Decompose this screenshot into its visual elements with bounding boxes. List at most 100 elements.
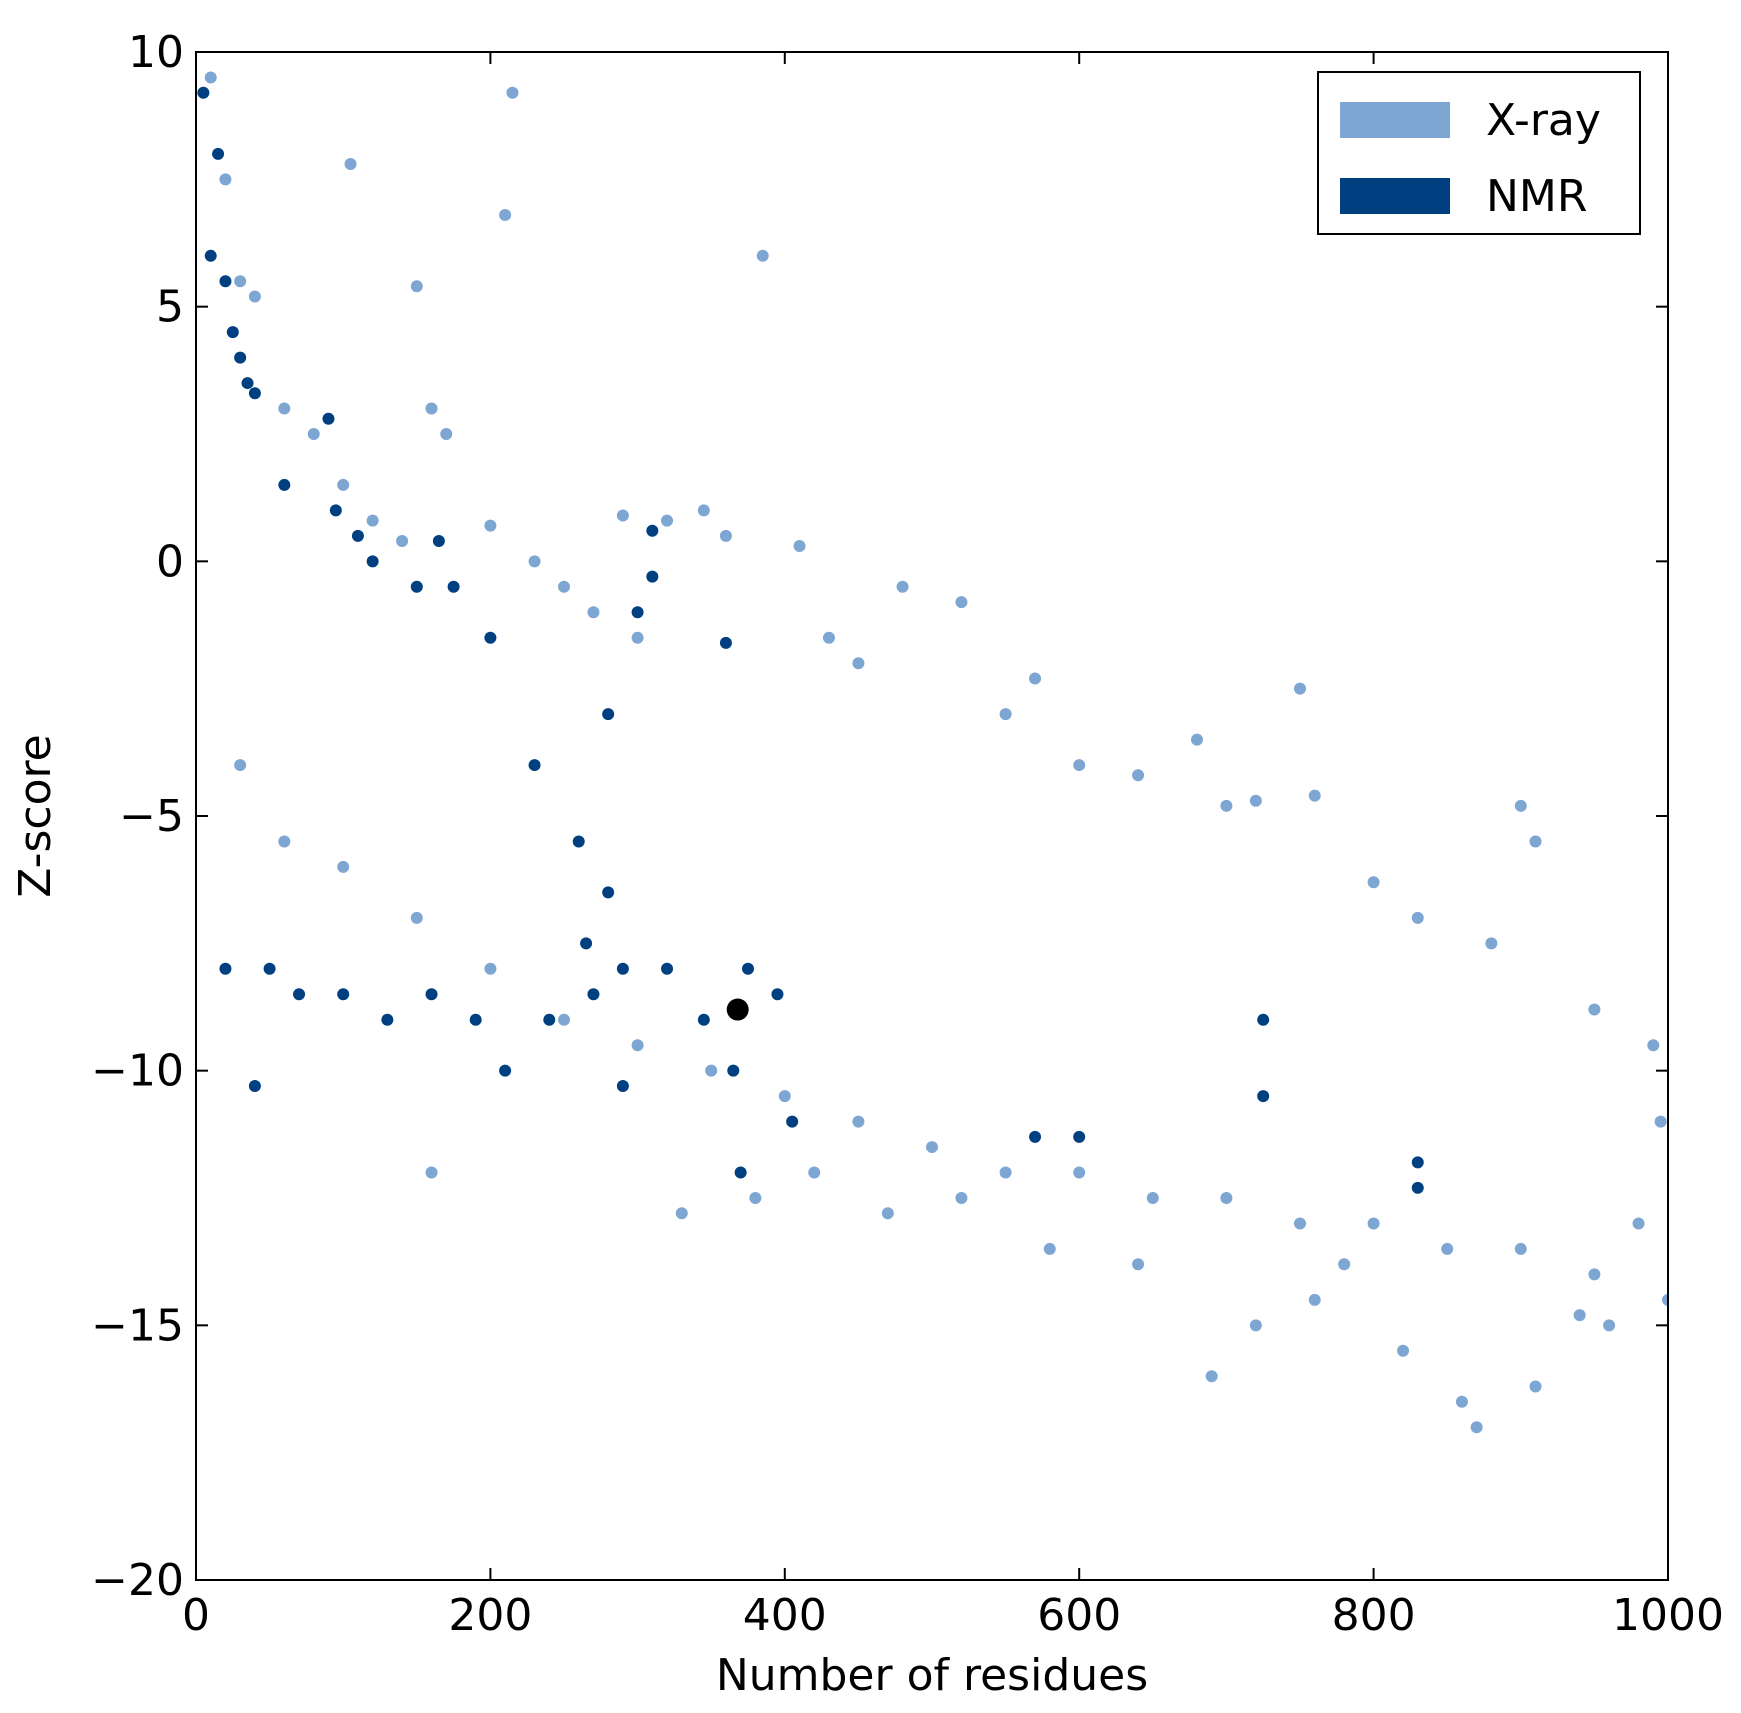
data-point-nmr bbox=[212, 147, 225, 160]
legend-label-xray: X-ray bbox=[1486, 95, 1601, 146]
highlight-point bbox=[726, 998, 749, 1021]
data-point-xray bbox=[484, 519, 497, 532]
data-point-nmr bbox=[410, 580, 423, 593]
x-tick-label: 200 bbox=[448, 1590, 532, 1641]
data-point-xray bbox=[1411, 911, 1424, 924]
data-point-xray bbox=[219, 173, 232, 186]
data-point-xray bbox=[1029, 672, 1042, 685]
data-point-xray bbox=[396, 534, 409, 547]
data-point-nmr bbox=[1411, 1181, 1424, 1194]
data-point-xray bbox=[440, 428, 453, 440]
data-point-nmr bbox=[226, 326, 239, 339]
data-point-xray bbox=[425, 1166, 438, 1179]
data-point-xray bbox=[344, 158, 357, 171]
data-point-nmr bbox=[616, 1079, 629, 1092]
data-point-xray bbox=[955, 596, 968, 609]
data-point-nmr bbox=[616, 962, 629, 975]
data-point-xray bbox=[1529, 835, 1542, 848]
data-point-xray bbox=[631, 631, 644, 644]
data-point-nmr bbox=[727, 1064, 740, 1077]
data-point-xray bbox=[558, 1013, 570, 1026]
data-point-xray bbox=[1529, 1380, 1542, 1393]
data-point-xray bbox=[999, 1166, 1012, 1179]
data-point-nmr bbox=[719, 636, 732, 649]
data-point-xray bbox=[1367, 876, 1380, 889]
data-point-xray bbox=[616, 509, 629, 522]
data-point-xray bbox=[631, 1039, 644, 1052]
data-point-nmr bbox=[602, 708, 615, 721]
y-tick-label: 0 bbox=[156, 536, 184, 587]
data-point-xray bbox=[499, 208, 512, 221]
data-point-xray bbox=[808, 1166, 821, 1179]
data-point-xray bbox=[1043, 1242, 1056, 1255]
data-point-xray bbox=[697, 504, 710, 517]
y-tick-label: 5 bbox=[156, 282, 184, 333]
data-point-nmr bbox=[602, 886, 615, 899]
data-point-nmr bbox=[241, 377, 254, 390]
data-point-xray bbox=[425, 402, 438, 415]
data-point-xray bbox=[248, 290, 261, 303]
data-point-nmr bbox=[293, 988, 306, 1001]
data-point-nmr bbox=[329, 504, 342, 517]
data-point-nmr bbox=[734, 1166, 747, 1179]
data-point-nmr bbox=[351, 529, 364, 542]
data-point-xray bbox=[337, 860, 350, 873]
data-point-nmr bbox=[278, 478, 291, 491]
data-point-xray bbox=[749, 1192, 762, 1204]
y-axis-label: Z-score bbox=[10, 734, 61, 897]
data-point-nmr bbox=[432, 534, 445, 547]
data-point-xray bbox=[1294, 1217, 1306, 1230]
data-point-xray bbox=[1073, 1166, 1086, 1179]
data-point-xray bbox=[822, 631, 835, 644]
data-point-nmr bbox=[248, 387, 261, 400]
x-tick-label: 1000 bbox=[1612, 1590, 1724, 1641]
data-point-xray bbox=[793, 540, 806, 553]
legend-swatch-nmr bbox=[1340, 178, 1450, 214]
data-point-xray bbox=[705, 1064, 718, 1077]
data-point-xray bbox=[410, 911, 423, 924]
data-point-nmr bbox=[1073, 1130, 1086, 1143]
data-point-xray bbox=[756, 249, 769, 262]
data-point-xray bbox=[558, 580, 570, 593]
data-point-xray bbox=[1220, 1192, 1233, 1204]
data-point-nmr bbox=[631, 606, 644, 619]
data-points-layer bbox=[197, 71, 1668, 1434]
data-point-nmr bbox=[1411, 1156, 1424, 1169]
data-point-nmr bbox=[219, 275, 232, 288]
data-point-xray bbox=[1146, 1192, 1159, 1204]
y-tick-label: −15 bbox=[91, 1300, 184, 1351]
data-point-xray bbox=[1514, 1242, 1527, 1255]
data-point-xray bbox=[1308, 1293, 1321, 1306]
y-tick-label: −20 bbox=[91, 1555, 184, 1606]
data-point-xray bbox=[528, 555, 541, 568]
data-point-xray bbox=[1455, 1395, 1468, 1408]
data-point-xray bbox=[1205, 1370, 1218, 1383]
data-point-xray bbox=[1514, 799, 1527, 812]
data-point-xray bbox=[852, 657, 865, 670]
data-point-nmr bbox=[499, 1064, 512, 1077]
data-point-xray bbox=[1588, 1268, 1601, 1281]
data-point-xray bbox=[484, 962, 497, 975]
data-point-nmr bbox=[1257, 1090, 1270, 1103]
data-point-nmr bbox=[484, 631, 497, 644]
data-point-nmr bbox=[381, 1013, 394, 1026]
data-point-xray bbox=[926, 1141, 938, 1154]
data-point-nmr bbox=[661, 962, 674, 975]
data-point-nmr bbox=[425, 988, 438, 1001]
data-point-xray bbox=[1367, 1217, 1380, 1230]
data-point-xray bbox=[1588, 1003, 1601, 1016]
data-point-nmr bbox=[1029, 1130, 1042, 1143]
data-point-xray bbox=[278, 402, 291, 415]
x-tick-label: 400 bbox=[743, 1590, 827, 1641]
data-point-nmr bbox=[742, 962, 754, 975]
data-point-nmr bbox=[219, 962, 232, 975]
data-point-nmr bbox=[646, 570, 659, 583]
data-point-nmr bbox=[572, 835, 585, 848]
data-point-xray bbox=[778, 1090, 791, 1103]
x-axis-label: Number of residues bbox=[716, 1650, 1148, 1701]
data-point-xray bbox=[1654, 1115, 1667, 1128]
data-point-xray bbox=[506, 86, 519, 99]
data-point-nmr bbox=[1257, 1013, 1270, 1026]
data-point-xray bbox=[1249, 1319, 1262, 1332]
